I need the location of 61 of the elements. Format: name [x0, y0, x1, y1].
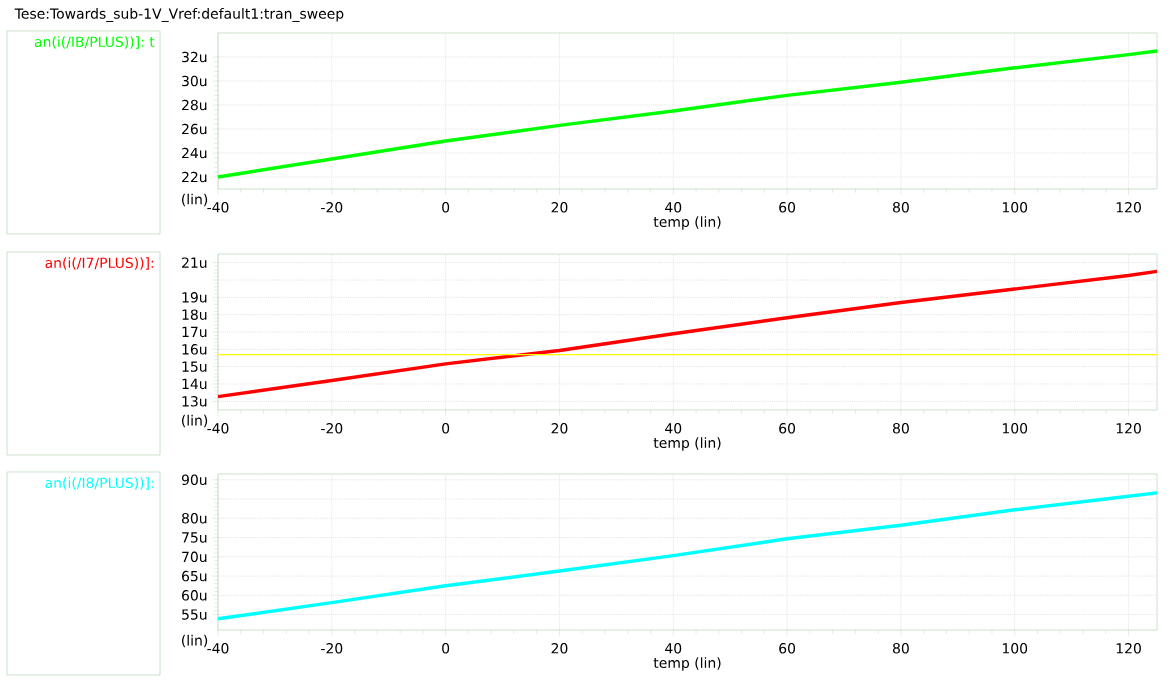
x-tick-label: 100	[1002, 423, 1028, 434]
y-tick-label: 21u	[182, 257, 207, 268]
x-tick-label: 40	[665, 202, 682, 213]
y-tick-label: 55u	[182, 609, 207, 620]
y-tick-label: 17u	[182, 326, 207, 338]
x-tick-label: 120	[1116, 202, 1141, 213]
x-tick-label: 80	[892, 423, 909, 434]
x-tick-label: 60	[779, 643, 796, 654]
x-tick-label: -20	[321, 423, 343, 434]
x-tick-label: -40	[207, 423, 229, 434]
y-tick-label: 14u	[182, 378, 207, 390]
line-series	[216, 491, 1159, 621]
x-tick-label: -40	[207, 202, 229, 213]
x-tick-label: 80	[892, 202, 909, 213]
x-tick-label: 40	[665, 643, 682, 654]
x-tick-label: 40	[665, 423, 682, 434]
x-axis-title: temp (lin)	[653, 657, 721, 671]
text: an(i(/I7/PLUS))]:	[45, 257, 154, 270]
line-series	[216, 269, 1159, 399]
y-tick-label: 18u	[182, 309, 207, 320]
x-tick-label: 0	[442, 423, 450, 434]
text: an(i(/IB/PLUS))]: t	[34, 36, 155, 49]
y-tick-label: 16u	[182, 344, 207, 355]
y-tick-label: 60u	[182, 590, 207, 601]
x-axis-title: temp (lin)	[653, 216, 721, 230]
y-tick-label: 90u	[181, 474, 207, 486]
x-tick-label: 0	[442, 202, 450, 213]
x-tick-label: 120	[1116, 423, 1141, 434]
x-tick-label: 20	[551, 423, 568, 434]
x-tick-label: 100	[1002, 202, 1028, 213]
y-axis-title: (lin)	[182, 193, 208, 207]
x-tick-label: 60	[779, 202, 796, 213]
x-tick-label: 60	[779, 423, 796, 434]
y-tick-label: 19u	[182, 292, 207, 303]
y-tick-label: 26u	[182, 123, 207, 135]
x-tick-label: 120	[1116, 643, 1141, 654]
x-tick-label: -20	[321, 643, 343, 654]
y-axis-title: (lin)	[182, 634, 208, 648]
y-tick-label: 75u	[182, 532, 207, 543]
chart-title: Tese:Towards_sub-1V_Vref:default1:tran_sweep	[14, 8, 344, 22]
x-tick-label: 80	[892, 643, 909, 654]
x-tick-label: 20	[551, 202, 568, 213]
y-tick-label: 24u	[182, 147, 207, 159]
y-tick-label: 15u	[182, 361, 207, 372]
y-tick-label: 30u	[182, 75, 207, 87]
text: an(i(/I8/PLUS))]:	[45, 477, 154, 490]
y-tick-label: 32u	[182, 51, 207, 63]
y-tick-label: 13u	[182, 396, 207, 407]
y-tick-label: 70u	[182, 551, 207, 563]
y-tick-label: 28u	[182, 99, 207, 111]
y-axis-title: (lin)	[182, 414, 208, 428]
x-tick-label: 20	[551, 643, 568, 654]
y-tick-label: 22u	[182, 171, 207, 183]
y-tick-label: 80u	[181, 513, 207, 524]
line-series	[216, 49, 1159, 179]
x-axis-title: temp (lin)	[653, 437, 721, 451]
x-tick-label: -20	[321, 202, 343, 213]
x-tick-label: -40	[207, 643, 229, 654]
y-tick-label: 65u	[182, 570, 207, 582]
x-tick-label: 0	[442, 643, 450, 654]
x-tick-label: 100	[1002, 643, 1028, 654]
